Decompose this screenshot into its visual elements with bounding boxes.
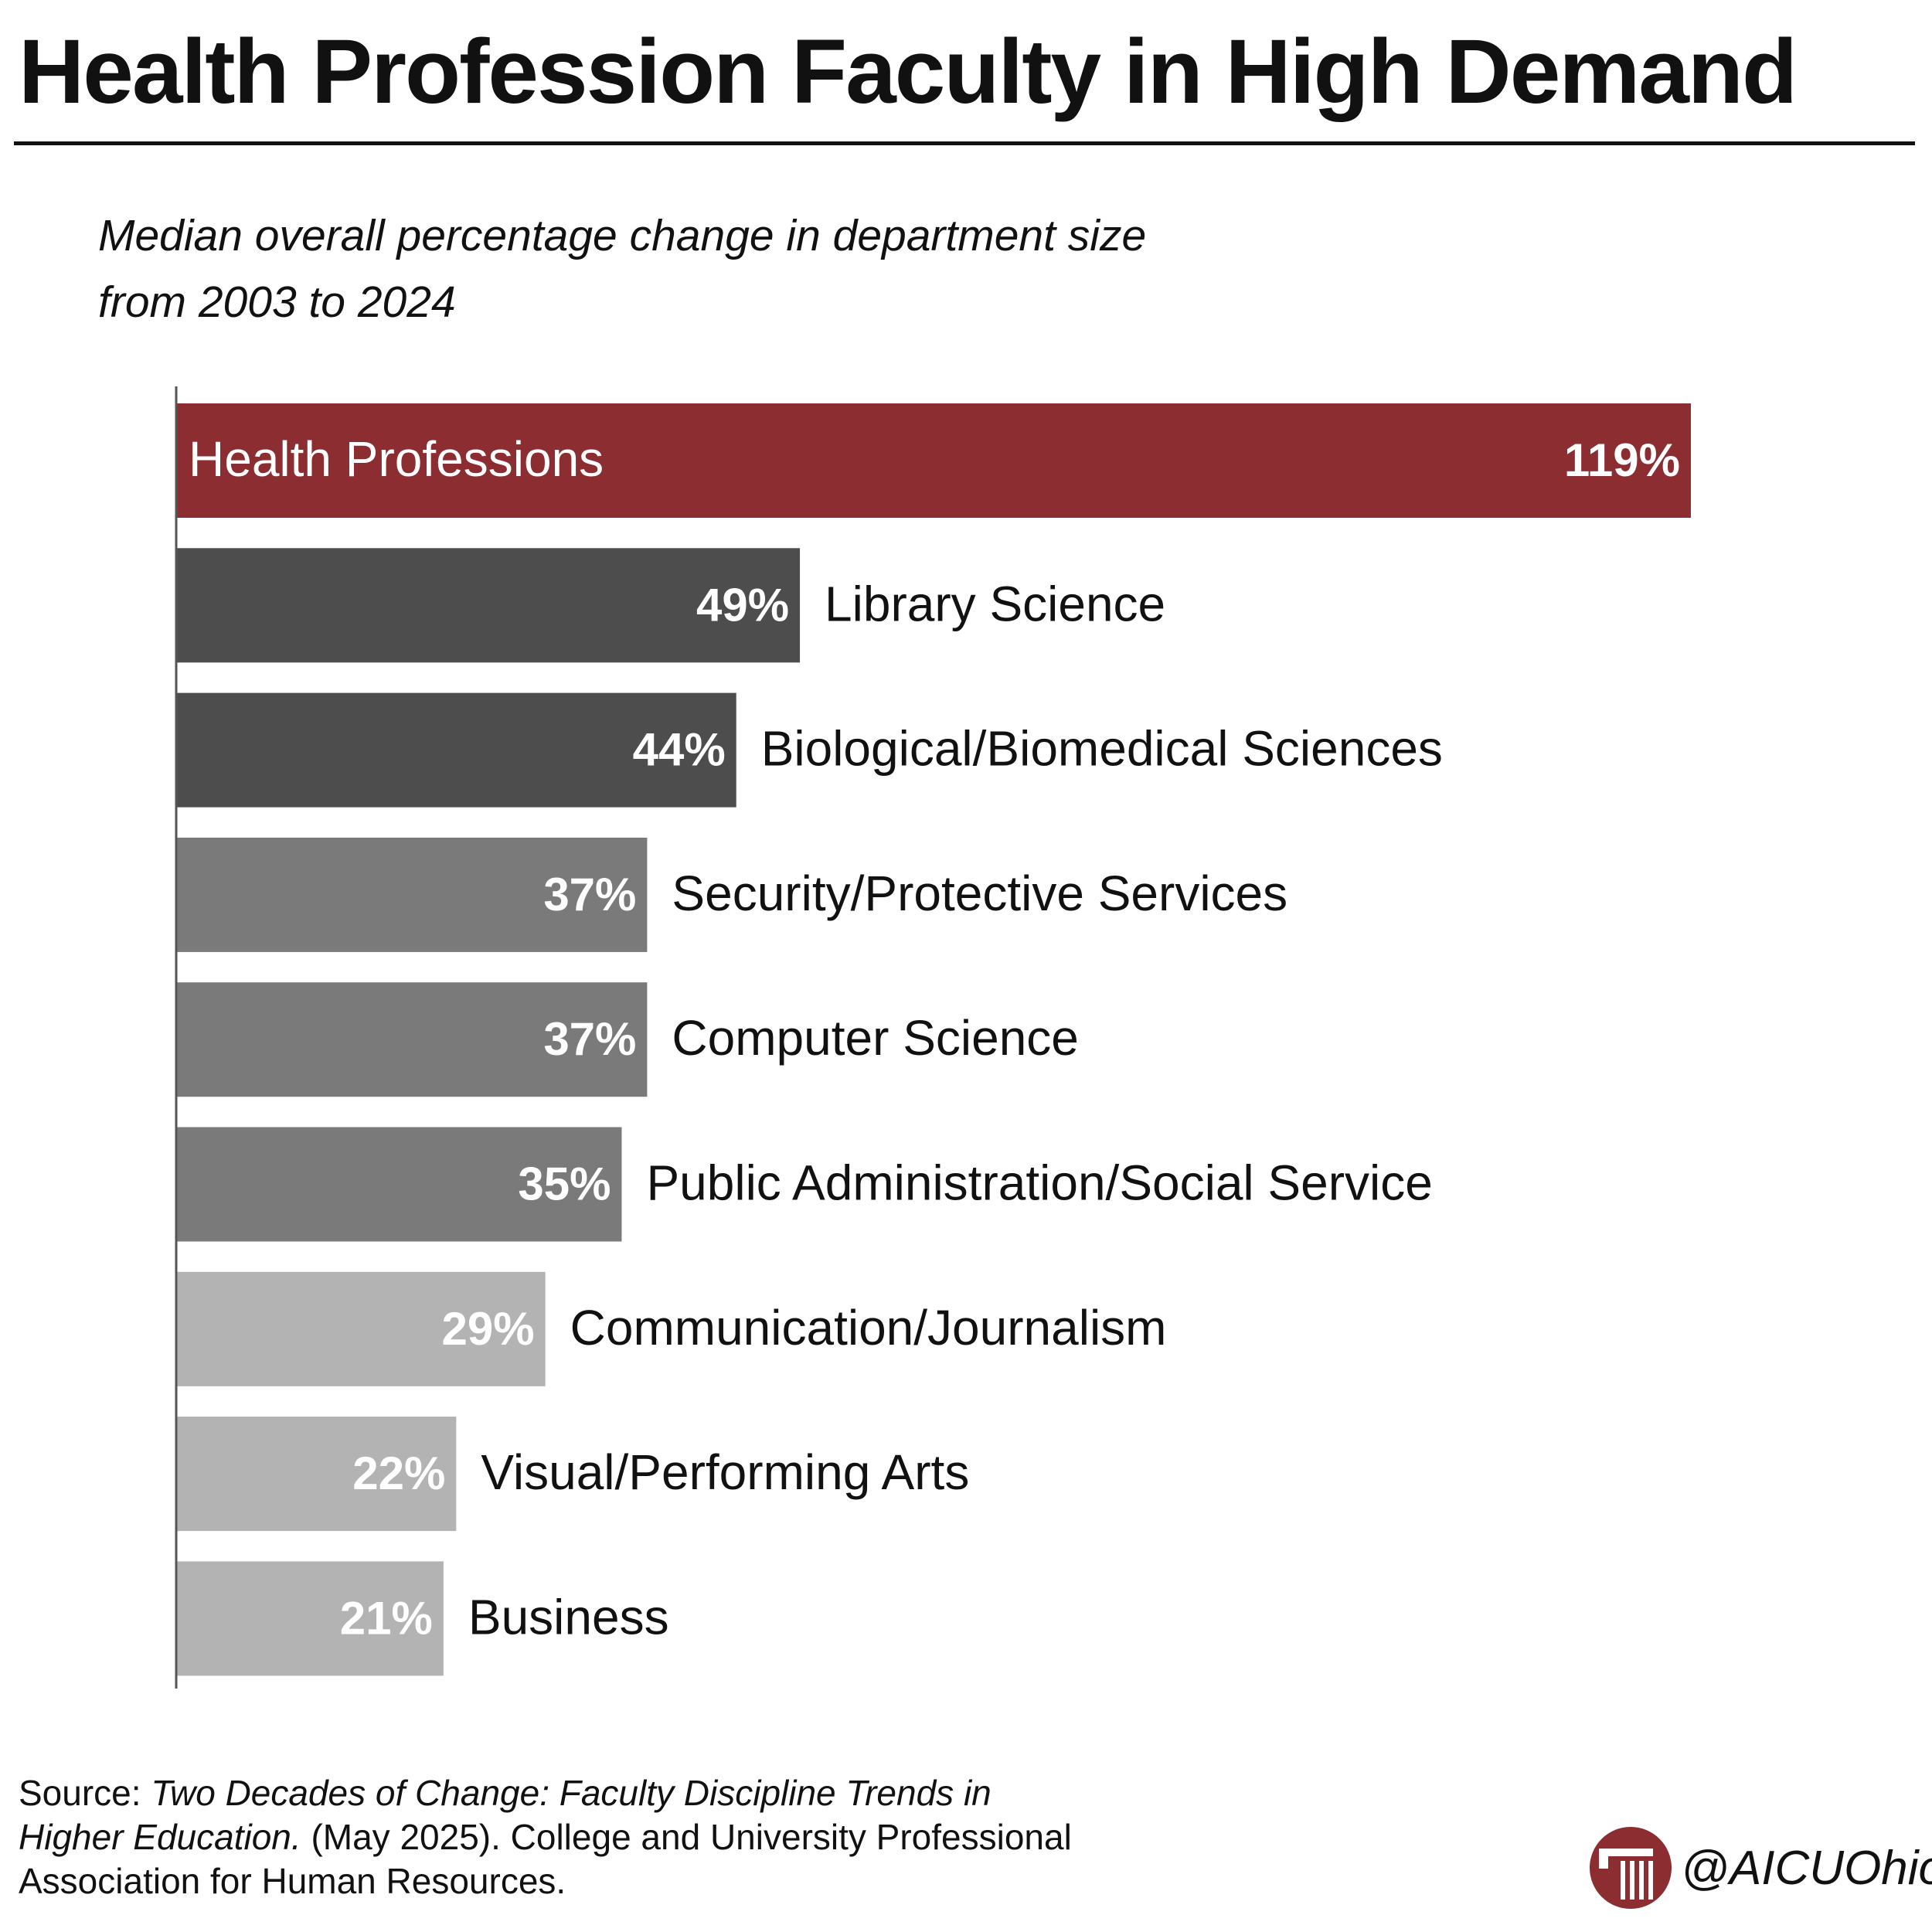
title-divider — [14, 141, 1915, 145]
category-label: Public Administration/Social Service — [646, 1155, 1432, 1211]
bar-7 — [176, 1417, 457, 1532]
bar-value-label: 49% — [696, 579, 789, 631]
bar-value-label: 29% — [442, 1303, 535, 1355]
bar-value-label: 37% — [543, 1013, 636, 1065]
category-label: Communication/Journalism — [570, 1300, 1167, 1355]
category-label: Library Science — [825, 576, 1165, 631]
bar-6 — [176, 1271, 546, 1386]
bar-value-label: 22% — [352, 1447, 445, 1499]
source-note: Source: Two Decades of Change: Faculty D… — [19, 1771, 1100, 1903]
bar-value-label: 119% — [1564, 434, 1680, 486]
bar-5 — [176, 1127, 622, 1242]
category-label: Health Professions — [189, 431, 604, 487]
source-publisher: (May 2025). College and University Profe… — [19, 1817, 1072, 1901]
chart-subtitle: Median overall percentage change in depa… — [98, 211, 1147, 327]
bar-3 — [176, 837, 648, 952]
bar-value-label: 21% — [340, 1592, 433, 1644]
bar-chart: 119% Health Professions 49% Library Science… — [175, 386, 1691, 1689]
aicuohio-column-logo-icon — [1588, 1825, 1673, 1910]
category-label: Security/Protective Services — [672, 866, 1287, 921]
bar-1 — [176, 548, 801, 663]
source-title: Two Decades of Change: Faculty Disciplin… — [19, 1773, 992, 1857]
category-label: Business — [468, 1589, 669, 1645]
bar-value-label: 35% — [518, 1158, 611, 1210]
category-label: Visual/Performing Arts — [481, 1444, 969, 1500]
chart-title: Health Profession Faculty in High Demand — [19, 21, 1798, 123]
bar-2 — [176, 692, 736, 808]
bar-0 — [176, 403, 1691, 518]
bar-8 — [176, 1561, 444, 1676]
bar-4 — [176, 982, 648, 1097]
category-label: Computer Science — [672, 1010, 1078, 1066]
source-prefix: Source: — [19, 1773, 151, 1813]
bar-value-label: 44% — [633, 724, 726, 776]
social-handle: @AICUOhio — [1681, 1842, 1932, 1895]
category-label: Biological/Biomedical Sciences — [761, 721, 1443, 777]
bar-value-label: 37% — [543, 869, 636, 920]
